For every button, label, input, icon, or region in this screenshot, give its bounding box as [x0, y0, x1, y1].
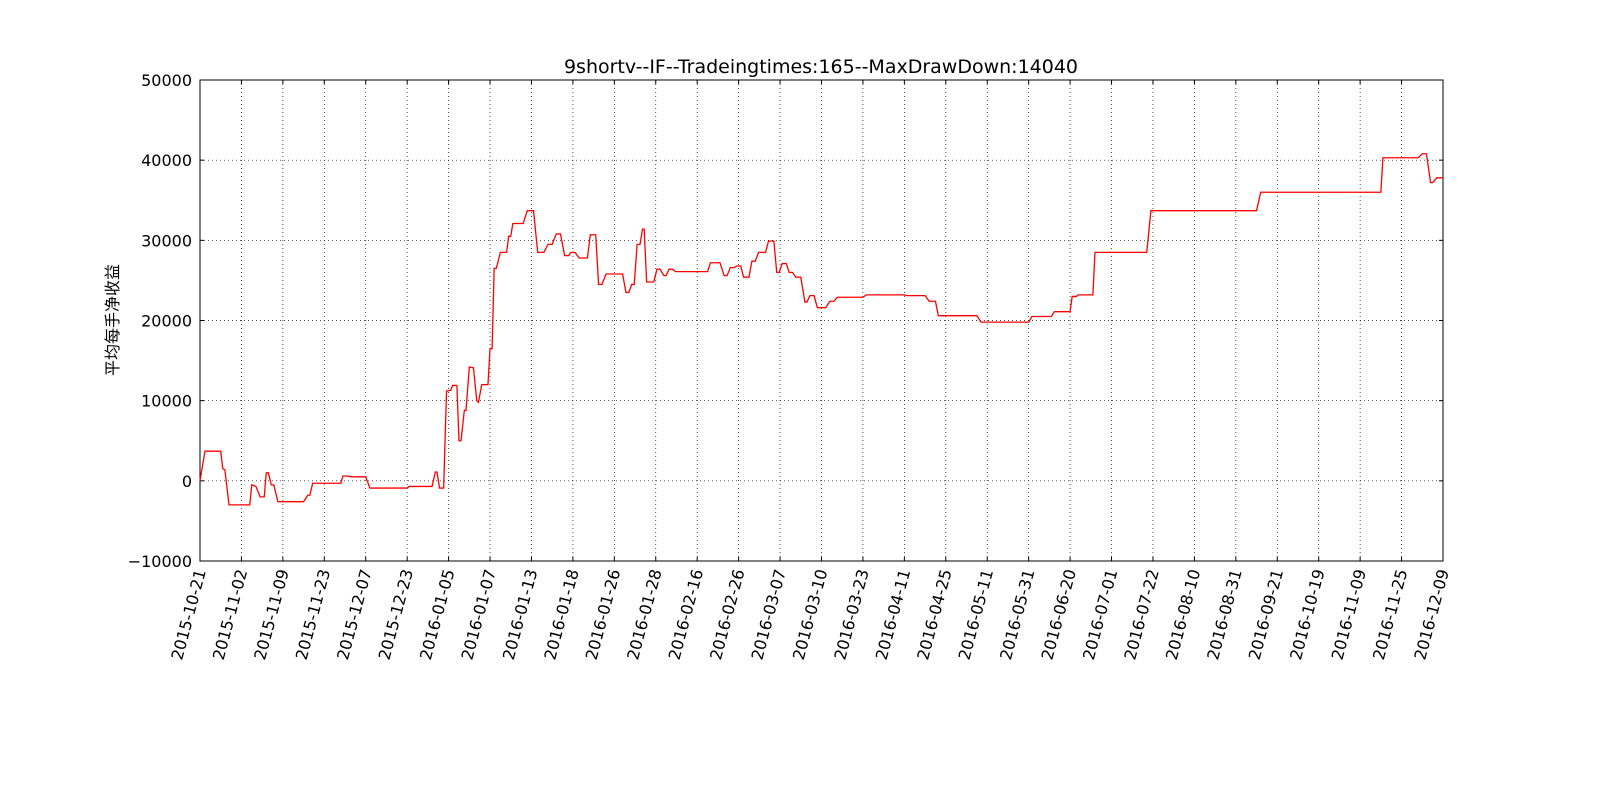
- x-tick-label: 2015-11-02: [209, 567, 251, 662]
- x-tick-label: 2016-01-13: [499, 567, 541, 662]
- x-tick-label: 2015-11-23: [292, 567, 334, 662]
- x-tick-label: 2015-10-21: [167, 567, 209, 662]
- x-tick-label: 2016-04-11: [872, 567, 914, 662]
- y-tick-label: 20000: [141, 312, 192, 331]
- x-tick-label: 2016-11-09: [1328, 567, 1370, 662]
- x-tick-label: 2016-09-21: [1245, 567, 1287, 662]
- y-tick-label: 10000: [141, 392, 192, 411]
- x-tick-label: 2016-01-26: [582, 567, 624, 662]
- x-tick-label: 2016-05-11: [955, 567, 997, 662]
- chart-title: 9shortv--IF--Tradeingtimes:165--MaxDrawD…: [564, 56, 1078, 78]
- x-tick-label: 2016-02-16: [665, 567, 707, 662]
- y-tick-label: 0: [182, 472, 192, 491]
- x-tick-label: 2016-03-07: [748, 567, 790, 662]
- x-tick-label: 2016-02-26: [706, 567, 748, 662]
- x-tick-label: 2016-10-19: [1286, 567, 1328, 662]
- y-tick-label: 50000: [141, 71, 192, 90]
- x-tick-label: 2016-01-05: [416, 567, 458, 662]
- x-tick-label: 2016-03-10: [789, 567, 831, 662]
- x-tick-label: 2016-08-31: [1203, 567, 1245, 662]
- x-tick-label: 2016-03-23: [830, 567, 872, 662]
- x-tick-label: 2016-04-25: [913, 567, 955, 662]
- x-tick-label: 2015-12-23: [375, 567, 417, 662]
- x-tick-label: 2016-01-18: [540, 567, 582, 662]
- x-tick-label: 2016-07-22: [1120, 567, 1162, 662]
- x-tick-label: 2016-08-10: [1162, 567, 1204, 662]
- x-tick-label: 2016-07-01: [1079, 567, 1121, 662]
- x-tick-label: 2016-01-07: [457, 567, 499, 662]
- series-line: [199, 153, 1443, 506]
- y-tick-label: 40000: [141, 151, 192, 170]
- x-axis: 2015-10-21 2015-11-02 2015-11-09 2015-11-23…: [167, 80, 1453, 662]
- x-tick-label: 2016-12-09: [1410, 567, 1452, 662]
- grid-lines: [200, 80, 1443, 561]
- y-tick-label: −10000: [128, 552, 192, 571]
- x-tick-label: 2016-05-31: [996, 567, 1038, 662]
- x-tick-label: 2016-06-20: [1038, 567, 1080, 662]
- x-tick-label: 2015-12-07: [333, 567, 375, 662]
- y-axis-label: 平均每手净收益: [103, 264, 122, 376]
- x-tick-label: 2016-11-25: [1369, 567, 1411, 662]
- y-tick-label: 30000: [141, 231, 192, 250]
- y-axis: −10000 0 10000 20000 30000 40000 50000: [128, 71, 1443, 571]
- x-tick-label: 2016-01-28: [623, 567, 665, 662]
- x-tick-label: 2015-11-09: [250, 567, 292, 662]
